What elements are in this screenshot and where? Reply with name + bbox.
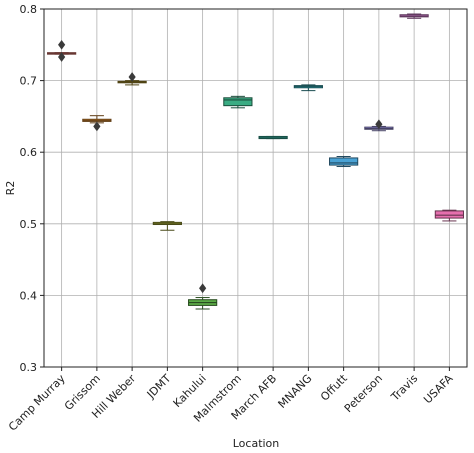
box-hill-weber — [117, 72, 147, 86]
box-body — [434, 210, 464, 219]
outlier-point — [128, 72, 136, 82]
y-tick-label: 0.7 — [20, 75, 38, 88]
box-offutt — [329, 155, 359, 168]
x-tick-label: Camp Murray — [6, 372, 68, 434]
box-travis — [399, 13, 429, 19]
y-tick-label: 0.4 — [20, 289, 38, 302]
box-kahului — [188, 283, 218, 310]
y-tick-label: 0.3 — [20, 361, 38, 374]
box-peterson — [364, 119, 394, 132]
box-body — [329, 157, 359, 166]
x-tick-label: JDMT — [144, 372, 174, 402]
x-tick-label: Travis — [388, 372, 420, 404]
outlier-point — [93, 121, 101, 132]
x-axis-label: Location — [233, 437, 280, 450]
outlier-point — [199, 283, 207, 294]
y-tick-label: 0.8 — [20, 3, 38, 16]
x-tick-label: USAFA — [421, 372, 456, 407]
box-grissom — [82, 115, 112, 132]
box-malmstrom — [223, 95, 253, 109]
plot-frame — [43, 8, 468, 368]
y-axis-label: R2 — [4, 181, 17, 196]
x-tick-label: Offutt — [318, 371, 350, 403]
box-usafa — [434, 209, 464, 222]
x-tick-label: MNANG — [276, 372, 315, 411]
y-tick-label: 0.5 — [20, 218, 38, 231]
box-mnang — [293, 84, 323, 92]
outlier-point — [375, 119, 383, 130]
box-body — [223, 97, 253, 107]
outlier-point — [58, 39, 66, 50]
box-march-afb — [258, 135, 288, 140]
x-tick-label: Peterson — [342, 372, 385, 415]
y-tick-label: 0.6 — [20, 146, 38, 159]
outlier-point — [58, 52, 66, 62]
box-jdmt — [152, 221, 182, 231]
box-camp-murray — [47, 39, 77, 62]
